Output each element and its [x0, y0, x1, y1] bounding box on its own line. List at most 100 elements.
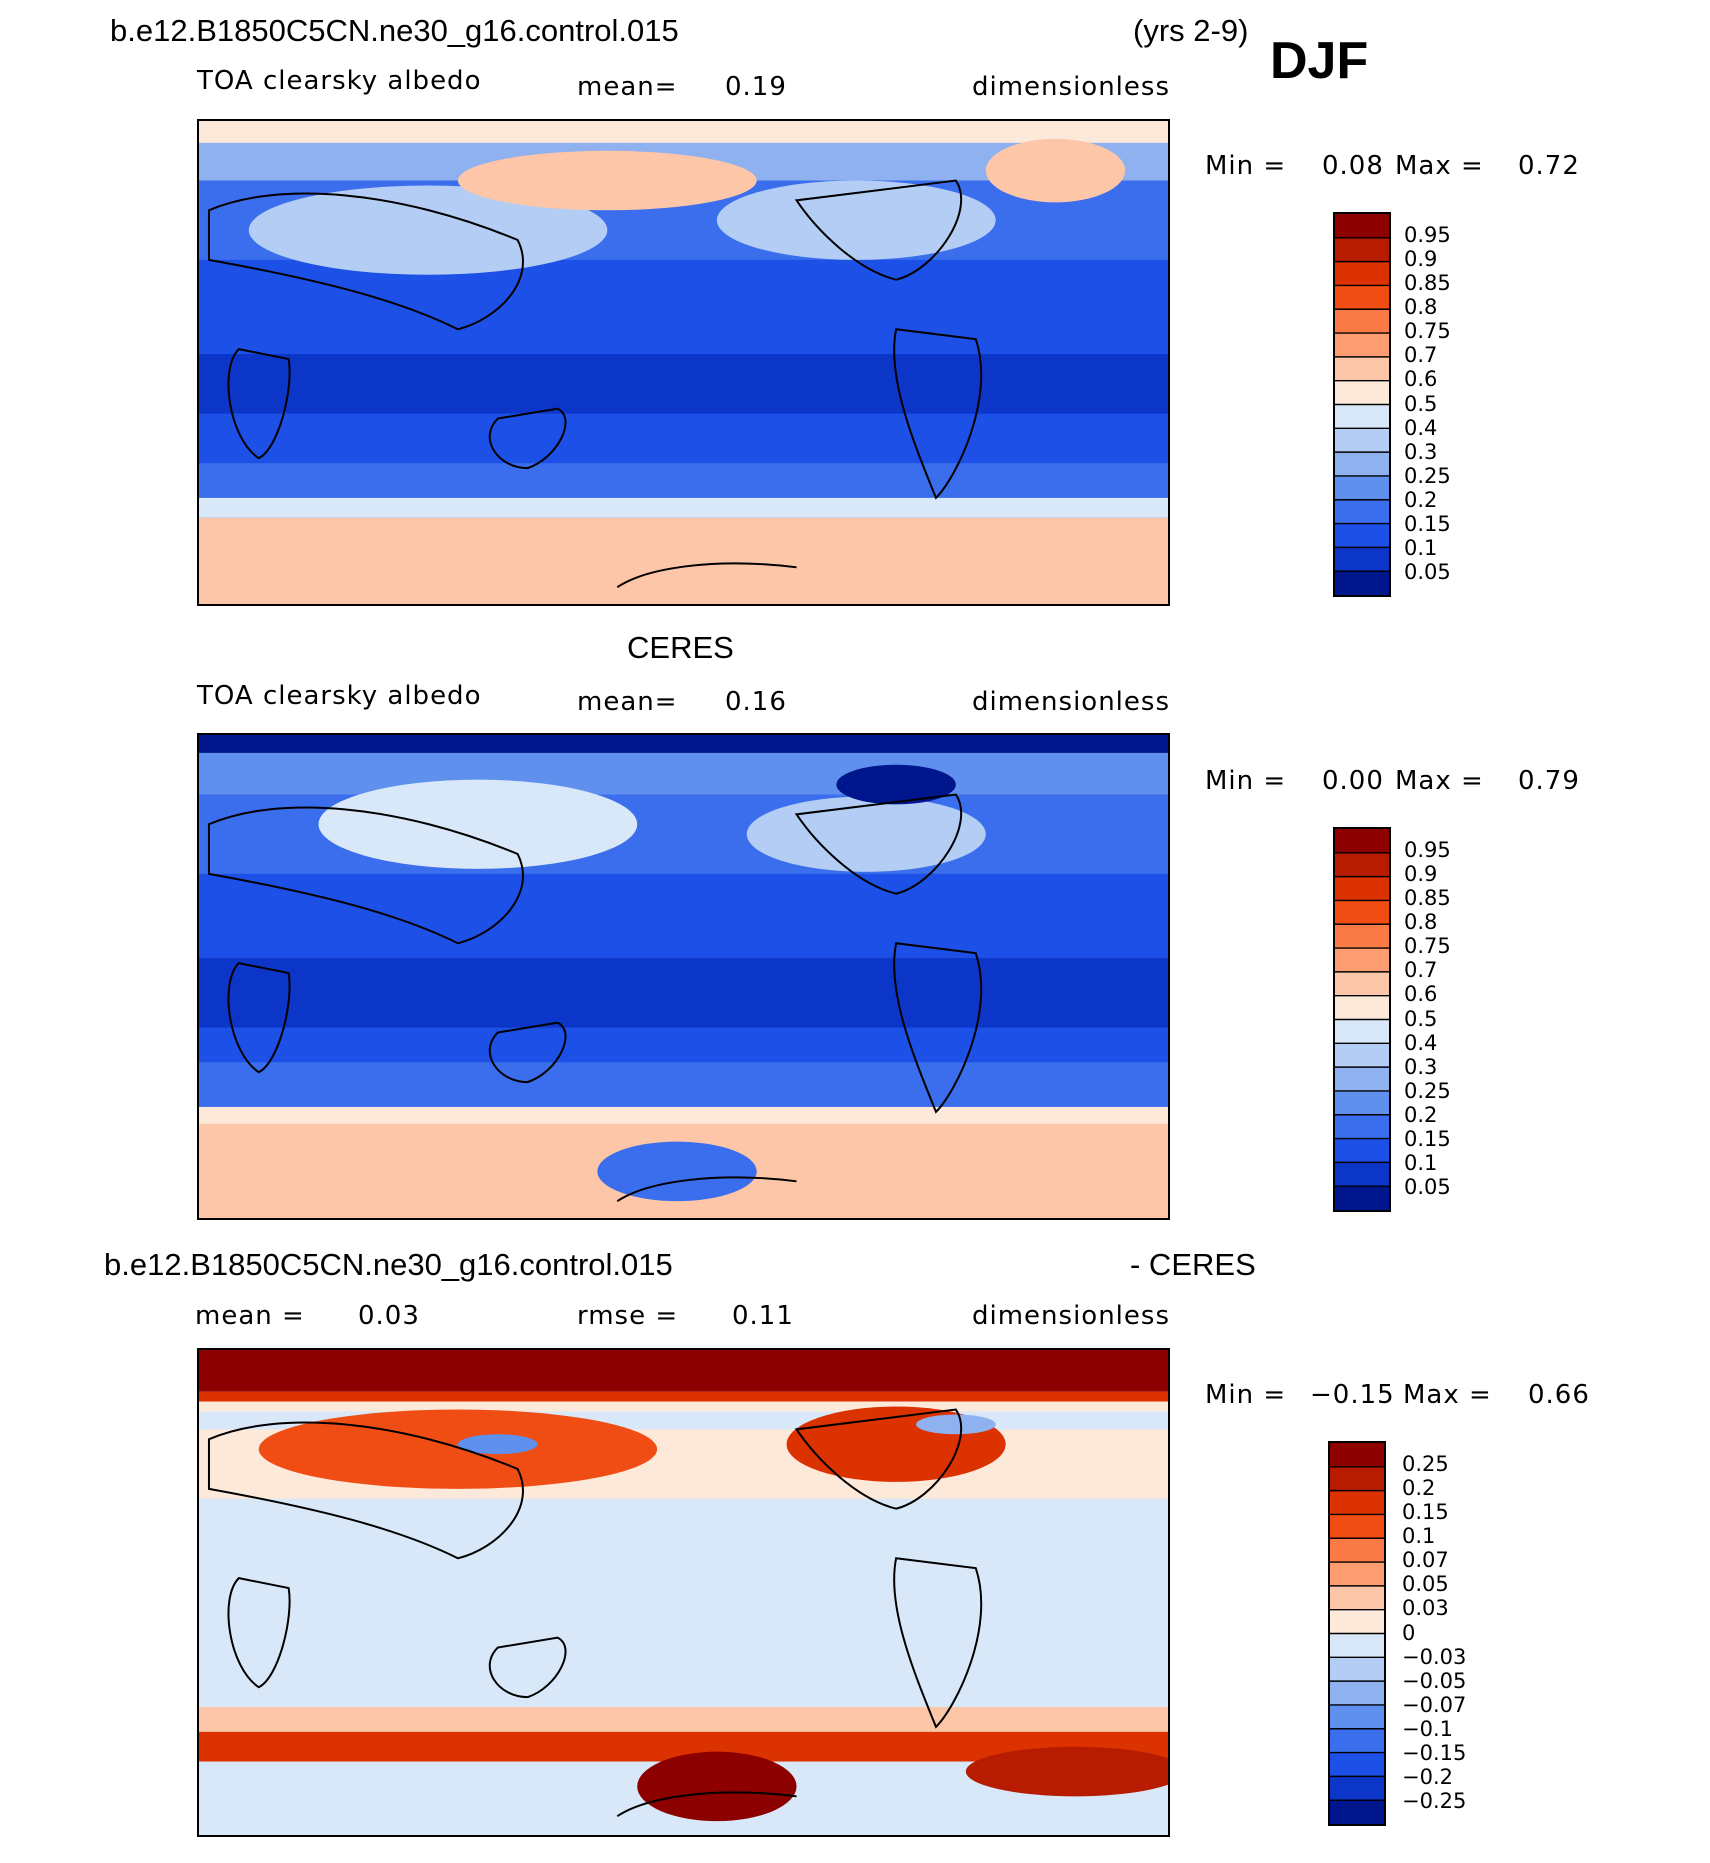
panel1-colorbar-swatch	[1335, 309, 1389, 334]
panel1-colorbar-swatch	[1335, 571, 1389, 595]
panel3-colorbar-tick-label: 0.07	[1402, 1548, 1449, 1573]
panel2-colorbar-tick-label: 0.4	[1404, 1030, 1438, 1055]
panel3-max-value: 0.66	[1528, 1380, 1590, 1410]
panel2-colorbar-swatch	[1335, 1067, 1389, 1092]
panel1-colorbar-swatch	[1335, 428, 1389, 453]
panel2-colorbar-tick-label: 0.5	[1404, 1006, 1438, 1031]
panel2-colorbar-swatch	[1335, 829, 1389, 854]
panel2-title: CERES	[627, 630, 734, 665]
panel3-colorbar-tick-label: −0.05	[1402, 1668, 1467, 1693]
panel1-case-title: b.e12.B1850C5CN.ne30_g16.control.015	[110, 13, 679, 48]
panel1-colorbar-swatch	[1335, 499, 1389, 525]
panel3-map	[197, 1348, 1170, 1837]
panel1-colorbar-swatch	[1335, 285, 1389, 310]
panel3-colorbar-tick-label: −0.2	[1402, 1764, 1453, 1789]
panel1-colorbar-tick-label: 0.15	[1404, 511, 1451, 536]
panel1-colorbar-swatch	[1335, 380, 1389, 405]
panel1-colorbar-tick-label: 0.7	[1404, 343, 1438, 368]
panel3-colorbar-tick-label: 0.03	[1402, 1596, 1449, 1621]
panel1-colorbar-swatch	[1335, 214, 1389, 239]
panel2-variable: TOA clearsky albedo	[197, 681, 482, 711]
panel3-colorbar-swatch	[1330, 1704, 1384, 1730]
panel3-colorbar-tick-label: 0.1	[1402, 1524, 1436, 1549]
panel2-colorbar-swatch	[1335, 1090, 1389, 1116]
panel2-colorbar-swatch	[1335, 900, 1389, 925]
panel1-colorbar-swatch	[1335, 404, 1389, 429]
panel2-min-value: 0.00	[1322, 766, 1384, 796]
panel3-colorbar-tick-label: −0.15	[1402, 1740, 1467, 1765]
panel3-colorbar-swatch	[1330, 1443, 1384, 1468]
panel2-colorbar-tick-label: 0.8	[1404, 910, 1438, 935]
panel2-colorbar-tick-label: 0.2	[1404, 1102, 1438, 1127]
panel1-mean-label: mean=	[577, 72, 678, 102]
panel2-colorbar-tick-label: 0.3	[1404, 1054, 1438, 1079]
panel3-max-label: Max =	[1403, 1380, 1492, 1410]
panel3-colorbar-tick-label: 0.25	[1402, 1452, 1449, 1477]
panel2-colorbar-swatch	[1335, 1186, 1389, 1210]
panel2-mean-value: 0.16	[725, 687, 787, 717]
panel1-max-value: 0.72	[1518, 151, 1580, 181]
panel1-colorbar-swatch	[1335, 333, 1389, 358]
panel1-colorbar-tick-label: 0.6	[1404, 367, 1438, 392]
panel2-colorbar-swatch	[1335, 1138, 1389, 1163]
panel3-minus-ceres: - CERES	[1130, 1247, 1256, 1282]
panel3-colorbar-tick-label: −0.25	[1402, 1788, 1467, 1813]
panel3-units: dimensionless	[972, 1301, 1170, 1331]
panel2-colorbar-swatch	[1335, 1162, 1389, 1187]
panel2-colorbar-swatch	[1335, 1114, 1389, 1140]
panel3-colorbar-tick-label: −0.07	[1402, 1692, 1467, 1717]
panel3-colorbar	[1328, 1441, 1386, 1826]
panel1-colorbar-swatch	[1335, 475, 1389, 501]
panel3-min-label: Min =	[1205, 1380, 1287, 1410]
panel1-min-value: 0.08	[1322, 151, 1384, 181]
panel1-colorbar-tick-label: 0.5	[1404, 391, 1438, 416]
panel2-colorbar-tick-label: 0.1	[1404, 1150, 1438, 1175]
panel1-colorbar-tick-label: 0.05	[1404, 559, 1451, 584]
panel2-map	[197, 733, 1170, 1220]
panel2-min-label: Min =	[1205, 766, 1287, 796]
panel2-colorbar-tick-label: 0.95	[1404, 838, 1451, 863]
panel1-colorbar-tick-label: 0.3	[1404, 439, 1438, 464]
panel3-colorbar-swatch	[1330, 1466, 1384, 1492]
panel3-colorbar-tick-label: 0.05	[1402, 1572, 1449, 1597]
panel1-colorbar-tick-label: 0.2	[1404, 487, 1438, 512]
panel1-years: (yrs 2-9)	[1133, 13, 1249, 48]
panel1-colorbar	[1333, 212, 1391, 597]
panel3-colorbar-tick-label: −0.03	[1402, 1644, 1467, 1669]
panel1-max-label: Max =	[1395, 151, 1484, 181]
panel2-colorbar-swatch	[1335, 876, 1389, 901]
panel1-colorbar-tick-label: 0.1	[1404, 535, 1438, 560]
panel3-mean-value: 0.03	[358, 1301, 420, 1331]
panel1-variable: TOA clearsky albedo	[197, 66, 482, 96]
panel1-colorbar-tick-label: 0.85	[1404, 271, 1451, 296]
panel2-colorbar	[1333, 827, 1391, 1212]
panel1-colorbar-tick-label: 0.8	[1404, 295, 1438, 320]
panel2-colorbar-swatch	[1335, 971, 1389, 997]
panel3-colorbar-tick-label: −0.1	[1402, 1716, 1453, 1741]
panel2-mean-label: mean=	[577, 687, 678, 717]
panel3-colorbar-swatch	[1330, 1538, 1384, 1563]
panel3-rmse-label: rmse =	[577, 1301, 679, 1331]
panel2-max-label: Max =	[1395, 766, 1484, 796]
panel1-colorbar-tick-label: 0.9	[1404, 247, 1438, 272]
panel2-colorbar-swatch	[1335, 924, 1389, 949]
panel3-colorbar-swatch	[1330, 1609, 1384, 1634]
panel1-colorbar-tick-label: 0.25	[1404, 463, 1451, 488]
panel2-colorbar-tick-label: 0.7	[1404, 958, 1438, 983]
panel3-colorbar-swatch	[1330, 1752, 1384, 1777]
panel2-colorbar-swatch	[1335, 852, 1389, 878]
panel2-colorbar-swatch	[1335, 1043, 1389, 1068]
panel3-colorbar-swatch	[1330, 1562, 1384, 1587]
panel2-colorbar-tick-label: 0.25	[1404, 1078, 1451, 1103]
panel1-colorbar-swatch	[1335, 261, 1389, 286]
panel2-colorbar-tick-label: 0.6	[1404, 982, 1438, 1007]
panel2-colorbar-tick-label: 0.9	[1404, 862, 1438, 887]
panel2-colorbar-tick-label: 0.85	[1404, 886, 1451, 911]
panel2-max-value: 0.79	[1518, 766, 1580, 796]
panel1-colorbar-swatch	[1335, 523, 1389, 548]
panel3-min-value: −0.15	[1310, 1380, 1395, 1410]
panel2-colorbar-swatch	[1335, 995, 1389, 1020]
panel1-units: dimensionless	[972, 72, 1170, 102]
panel3-colorbar-swatch	[1330, 1514, 1384, 1539]
panel1-colorbar-swatch	[1335, 452, 1389, 477]
